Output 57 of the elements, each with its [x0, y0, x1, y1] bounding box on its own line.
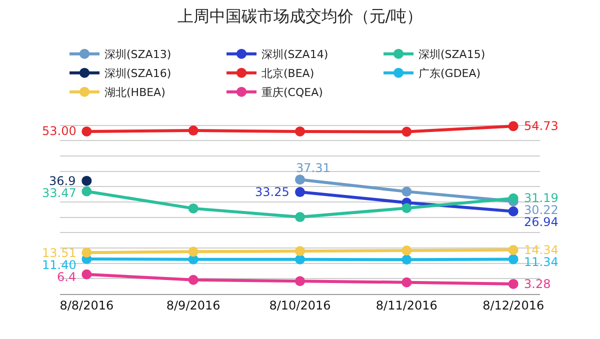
point	[295, 126, 305, 136]
point	[508, 121, 518, 132]
legend-label: 深圳(SZA15)	[418, 48, 486, 62]
legend-label: 北京(BEA)	[262, 67, 314, 80]
point	[82, 248, 92, 258]
data-label: 14.34	[524, 243, 558, 257]
point	[402, 254, 412, 265]
data-label: 13.51	[42, 246, 76, 260]
point	[188, 203, 198, 214]
point	[82, 176, 92, 186]
point	[295, 246, 305, 256]
point	[188, 126, 198, 136]
data-label: 11.34	[524, 255, 558, 269]
point	[295, 276, 305, 286]
point	[402, 186, 412, 197]
point	[295, 254, 305, 264]
x-tick-label: 8/12/2016	[482, 298, 544, 312]
point	[295, 212, 305, 222]
data-label: 37.31	[296, 161, 330, 175]
point	[402, 126, 412, 137]
chart-title: 上周中国碳市场成交均价（元/吨）	[177, 6, 423, 26]
point	[188, 274, 198, 285]
legend-label: 湖北(HBEA)	[104, 86, 166, 100]
point	[82, 269, 92, 280]
data-label: 54.73	[524, 119, 558, 133]
legend-label: 深圳(SZA14)	[262, 48, 328, 62]
x-tick-label: 8/8/2016	[60, 298, 114, 312]
point	[508, 254, 518, 264]
point	[188, 246, 198, 257]
data-label: 11.40	[42, 258, 76, 272]
point	[508, 245, 518, 256]
legend-label: 广东(GDEA)	[418, 67, 481, 80]
point	[82, 186, 92, 196]
data-label: 36.9	[49, 174, 76, 188]
data-label: 30.22	[524, 203, 558, 217]
data-label: 6.4	[57, 270, 76, 284]
point	[508, 193, 518, 204]
data-label: 26.94	[524, 215, 558, 229]
legend-label: 深圳(SZA16)	[104, 67, 172, 80]
data-label: 53.00	[42, 124, 76, 138]
data-label: 33.25	[255, 185, 290, 199]
legend-label: 深圳(SZA13)	[104, 48, 172, 62]
point	[402, 245, 412, 256]
point	[82, 126, 92, 136]
point	[508, 206, 518, 216]
point	[295, 174, 305, 185]
x-tick-label: 8/9/2016	[166, 298, 220, 312]
point	[402, 203, 412, 214]
x-tick-label: 8/10/2016	[269, 298, 331, 312]
data-label: 3.28	[524, 277, 551, 291]
point	[295, 187, 305, 198]
legend-label: 重庆(CQEA)	[262, 86, 323, 100]
point	[402, 277, 412, 288]
data-label: 31.19	[524, 191, 558, 205]
x-tick-label: 8/11/2016	[376, 298, 438, 312]
point	[508, 278, 518, 289]
data-label: 33.47	[42, 186, 76, 200]
